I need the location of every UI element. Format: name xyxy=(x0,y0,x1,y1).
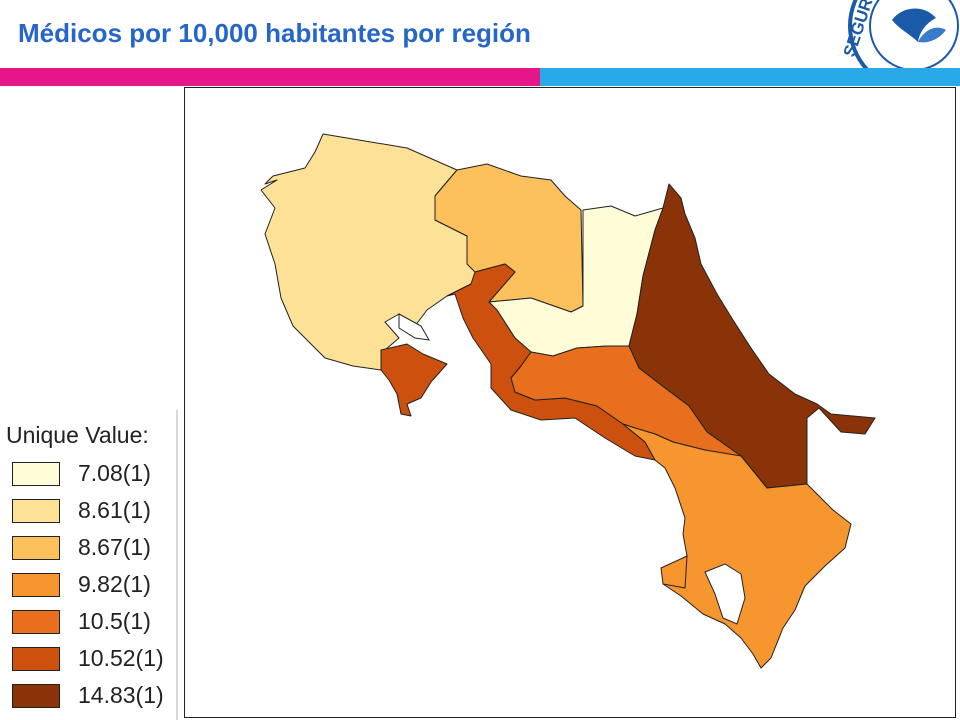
region-chorotega xyxy=(260,133,482,371)
legend-swatch xyxy=(12,684,60,708)
map-frame xyxy=(184,87,956,718)
legend-swatch xyxy=(12,462,60,486)
costa-rica-map xyxy=(260,133,876,669)
legend-swatch xyxy=(12,536,60,560)
legend-item: 9.82(1) xyxy=(12,571,182,601)
seguro-social-logo: SEGURO xyxy=(832,0,960,70)
legend-label: 9.82(1) xyxy=(78,571,151,597)
legend-item: 10.5(1) xyxy=(12,608,182,638)
header-band-blue xyxy=(540,68,960,86)
region-pacifico-central-peninsula xyxy=(380,343,448,417)
legend-item: 14.83(1) xyxy=(12,682,182,712)
legend-edge xyxy=(176,410,178,720)
legend-label: 7.08(1) xyxy=(78,460,151,486)
golfo-dulce xyxy=(704,563,746,625)
legend-label: 10.5(1) xyxy=(78,608,151,634)
osa-coast xyxy=(660,555,688,589)
legend-label: 14.83(1) xyxy=(78,682,164,708)
legend-item: 7.08(1) xyxy=(12,460,182,490)
gulf-of-nicoya xyxy=(398,313,430,341)
header-band-pink xyxy=(0,68,540,86)
map-legend: Unique Value: 7.08(1) 8.61(1) 8.67(1) 9.82(… xyxy=(0,410,182,720)
legend-item: 8.61(1) xyxy=(12,497,182,527)
legend-swatch xyxy=(12,647,60,671)
legend-swatch xyxy=(12,573,60,597)
page-title: Médicos por 10,000 habitantes por región xyxy=(18,18,531,48)
legend-item: 8.67(1) xyxy=(12,534,182,564)
legend-label: 8.61(1) xyxy=(78,497,151,523)
legend-label: 10.52(1) xyxy=(78,645,164,671)
legend-swatch xyxy=(12,499,60,523)
legend-item: 10.52(1) xyxy=(12,645,182,675)
legend-title: Unique Value: xyxy=(6,422,149,448)
region-brunca xyxy=(622,423,852,669)
legend-swatch xyxy=(12,610,60,634)
legend-label: 8.67(1) xyxy=(78,534,151,560)
